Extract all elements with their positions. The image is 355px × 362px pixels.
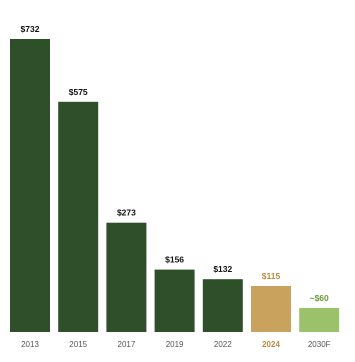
value-label-2015: $575 — [69, 87, 88, 97]
value-labels-group: $732 $575 $273 $156 $132 $115 ~$60 — [21, 24, 330, 303]
x-tick-label-2015: 2015 — [69, 340, 87, 349]
bar-2030F — [299, 308, 340, 332]
value-label-2024: $115 — [262, 271, 281, 281]
x-tick-label-2013: 2013 — [21, 340, 39, 349]
value-label-2017: $273 — [117, 208, 136, 218]
x-tick-label-2017: 2017 — [118, 340, 136, 349]
bars-group — [10, 39, 340, 332]
bar-2013 — [10, 39, 50, 332]
value-label-2030F: ~$60 — [310, 293, 329, 303]
x-tick-label-2024: 2024 — [262, 340, 280, 349]
x-tick-label-2022: 2022 — [214, 340, 232, 349]
bar-2015 — [58, 101, 99, 332]
bar-2022 — [202, 279, 243, 332]
value-label-2022: $132 — [213, 264, 232, 274]
x-tick-label-2030F: 2030F — [308, 340, 331, 349]
bar-2017 — [106, 222, 147, 332]
value-label-2019: $156 — [165, 255, 184, 265]
x-tick-label-2019: 2019 — [166, 340, 184, 349]
bar-2019 — [154, 269, 195, 332]
bar-2024 — [251, 286, 291, 332]
value-label-2013: $732 — [21, 24, 40, 34]
x-tick-labels-group: 2013 2015 2017 2019 2022 2024 2030F — [21, 340, 331, 349]
